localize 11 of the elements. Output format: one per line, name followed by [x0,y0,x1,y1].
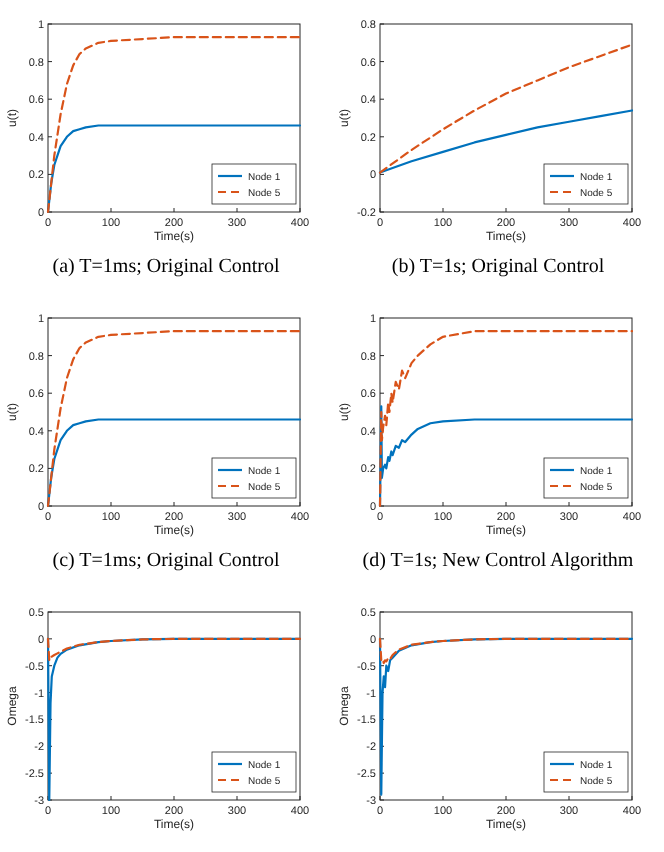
text: (c) T=1ms; Original Control [52,550,280,572]
line-series [378,637,634,665]
line-series [46,637,302,662]
line-series [378,330,634,508]
text: (a) T=1ms; Original Control [52,256,280,278]
line-series [378,109,634,174]
text: (d) T=1s; New Control Algorithm [362,550,634,572]
line-series [378,43,634,174]
text: (b) T=1s; Original Control [391,256,605,278]
line-series [46,330,302,508]
line-series [46,36,302,214]
